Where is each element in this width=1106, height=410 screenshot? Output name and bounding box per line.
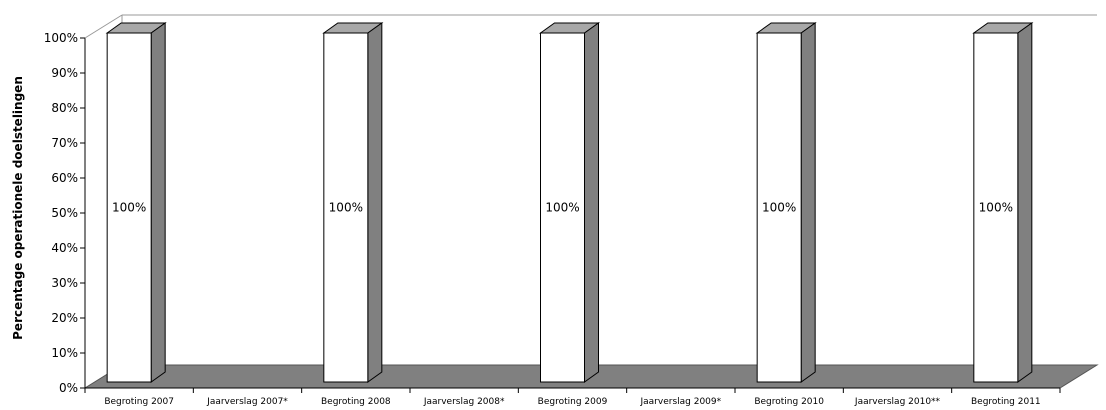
x-tick-label: Jaarverslag 2009* <box>640 397 722 407</box>
bars <box>105 22 1034 383</box>
x-tick-label: Begroting 2010 <box>754 397 824 407</box>
bar <box>972 22 1034 383</box>
bar <box>538 22 601 383</box>
x-tick-label: Jaarverslag 2010** <box>854 397 941 407</box>
x-tick-label: Begroting 2011 <box>971 397 1041 407</box>
data-label: 100% <box>762 201 796 215</box>
chart-walls <box>121 14 1097 365</box>
y-tick-label: 60% <box>51 171 78 185</box>
y-tick-label: 30% <box>51 276 78 290</box>
bar <box>105 22 167 383</box>
data-label: 100% <box>979 201 1013 215</box>
bar-side <box>1017 22 1033 383</box>
bar-side <box>150 22 166 383</box>
y-tick-label: 80% <box>51 101 78 115</box>
bar-side <box>367 22 383 383</box>
bar-front <box>323 32 369 383</box>
y-tick-label: 70% <box>51 136 78 150</box>
data-labels: 100% 100% 100% 100% 100% <box>112 201 1013 215</box>
y-tick-label: 100% <box>44 31 78 45</box>
bar-front <box>540 32 585 383</box>
y-tick-label: 40% <box>51 241 78 255</box>
x-axis: Begroting 2007 Jaarverslag 2007* Begroting… <box>84 387 1061 407</box>
data-label: 100% <box>329 201 363 215</box>
x-tick-label: Jaarverslag 2008* <box>423 397 505 407</box>
x-tick-label: Begroting 2007 <box>104 397 174 407</box>
y-axis: 0% 10% 20% 30% 40% 50% 60% 70% 80% 90% 100% <box>44 14 123 395</box>
data-label: 100% <box>545 201 579 215</box>
y-tick-label: 10% <box>51 346 78 360</box>
x-tick-label: Jaarverslag 2007* <box>206 397 288 407</box>
x-tick-label: Begroting 2009 <box>538 397 608 407</box>
bar-front <box>973 32 1019 383</box>
bar <box>755 22 817 383</box>
bar-front <box>106 32 152 383</box>
x-tick-label: Begroting 2008 <box>321 397 391 407</box>
data-label: 100% <box>112 201 146 215</box>
y-tick-label: 90% <box>51 66 78 80</box>
y-axis-depth-edge <box>84 14 123 39</box>
bar-side <box>584 22 599 383</box>
y-axis-title: Percentage operationele doelstelingen <box>11 76 25 340</box>
y-tick-label: 0% <box>59 381 78 395</box>
y-tick-label: 20% <box>51 311 78 325</box>
bar <box>322 22 384 383</box>
bar-side <box>800 22 816 383</box>
y-tick-label: 50% <box>51 206 78 220</box>
bar-front <box>756 32 802 383</box>
